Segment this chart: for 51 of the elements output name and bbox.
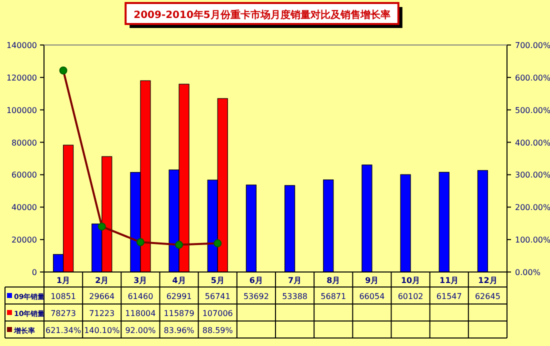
y-tick-label: 80000 [12,138,37,148]
data-label: 60102 [398,292,424,301]
data-label: 10851 [50,292,76,301]
data-label: 107006 [202,309,233,318]
y2-tick-label: 500.00% [515,106,550,115]
y-tick-label: 100000 [6,106,37,115]
y-tick-label: 60000 [12,170,37,180]
x-tick-label: 2月 [95,276,109,285]
data-label: 62645 [474,292,500,301]
y2-tick-label: 700.00% [515,41,550,50]
data-label: 71223 [89,309,115,318]
x-tick-label: 12月 [478,276,498,285]
y-tick-label: 140000 [6,41,37,50]
x-tick-label: 3月 [134,276,148,285]
data-label: 62991 [166,292,192,301]
data-label: 115879 [164,309,194,318]
y-tick-label: 20000 [12,236,37,245]
x-tick-label: 7月 [288,276,302,285]
data-label: 78273 [50,309,76,318]
y2-tick-label: 0.00% [515,268,541,277]
data-label: 29664 [89,292,115,301]
x-tick-label: 6月 [249,276,263,285]
data-label: 66054 [359,292,385,301]
data-label: 53692 [243,292,269,301]
x-tick-label: 10月 [400,276,420,285]
y2-tick-label: 600.00% [515,73,550,82]
data-label: 88.59% [202,326,234,335]
data-label: 56871 [320,292,346,301]
data-label: 92.00% [125,326,156,335]
y-tick-label: 120000 [6,73,37,82]
data-label: 83.96% [164,326,195,335]
y2-tick-label: 200.00% [515,203,550,212]
y2-tick-label: 400.00% [515,138,550,148]
x-tick-label: 8月 [326,276,340,285]
data-label: 61547 [436,292,462,301]
x-tick-label: 11月 [440,276,459,285]
x-tick-label: 4月 [172,276,186,285]
x-tick-label: 9月 [365,276,379,285]
data-label: 621.34% [45,326,82,335]
y2-tick-label: 300.00% [515,170,550,180]
y2-tick-label: 100.00% [515,236,550,245]
data-label: 61460 [128,292,154,301]
data-label: 53388 [282,292,308,301]
y-tick-label: 0 [32,268,37,277]
data-label: 140.10% [84,326,120,335]
chart-title: 2009-2010年5月份重卡市场月度销量对比及销售增长率 [134,9,390,21]
x-tick-label: 1月 [56,276,70,285]
data-label: 56741 [204,292,230,301]
x-tick-label: 5月 [210,276,224,285]
data-label: 118004 [125,309,156,318]
y-tick-label: 40000 [12,203,37,212]
